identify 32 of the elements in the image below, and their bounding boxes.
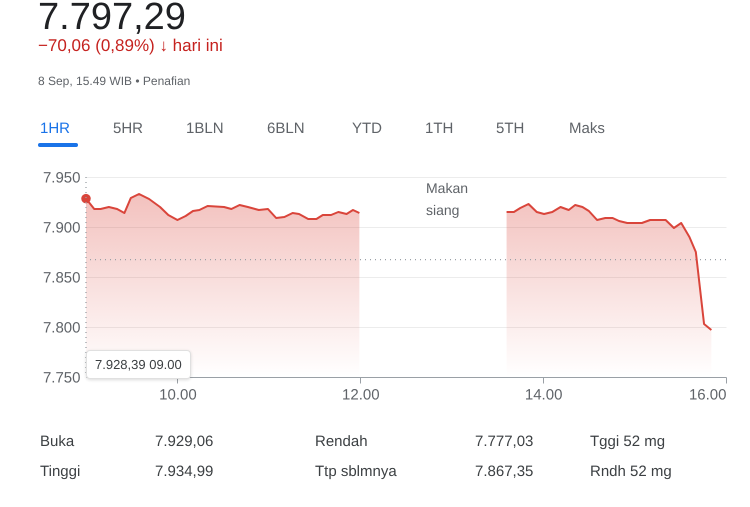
- text: 1HR: [40, 120, 70, 137]
- text: Rendah: [315, 433, 368, 450]
- text: Rndh 52 mg: [590, 463, 672, 480]
- annotation: Makan siang: [426, 179, 470, 220]
- text: Ttp sblmnya: [315, 463, 397, 480]
- text: 7.777,03: [475, 433, 534, 450]
- x-tick-label: 10.00: [159, 386, 197, 404]
- text: Tggi 52 mg: [590, 433, 666, 450]
- y-tick-label: 7.950: [42, 170, 80, 186]
- y-tick-label: 7.800: [42, 320, 80, 336]
- text: 1TH: [425, 120, 454, 137]
- text: YTD: [352, 120, 382, 137]
- text: Tinggi: [40, 463, 80, 480]
- text: 7.867,35: [475, 463, 534, 480]
- text: 8 Sep, 15.49 WIB • Penafian: [38, 74, 190, 88]
- y-tick-label: 7.750: [42, 370, 80, 386]
- x-tick-label: 16.00: [688, 386, 726, 404]
- text: 7.929,06: [155, 433, 214, 450]
- chart-title: 7.797,29: [38, 0, 186, 38]
- chart-subtitle: −70,06 (0,89%) ↓ hari ini: [38, 36, 223, 56]
- x-tick-label: 14.00: [524, 386, 562, 404]
- annotation: 7.928,39 09.00: [86, 350, 191, 379]
- text: 1BLN: [186, 120, 224, 137]
- text: Maks: [569, 120, 605, 137]
- y-tick-label: 7.900: [42, 220, 80, 236]
- x-tick-label: 12.00: [342, 386, 380, 404]
- text: 5TH: [496, 120, 524, 137]
- text: 5HR: [113, 120, 144, 137]
- y-tick-label: 7.850: [42, 270, 80, 286]
- text: 6BLN: [267, 120, 305, 137]
- text: Buka: [40, 433, 74, 450]
- text: 7.934,99: [155, 463, 214, 480]
